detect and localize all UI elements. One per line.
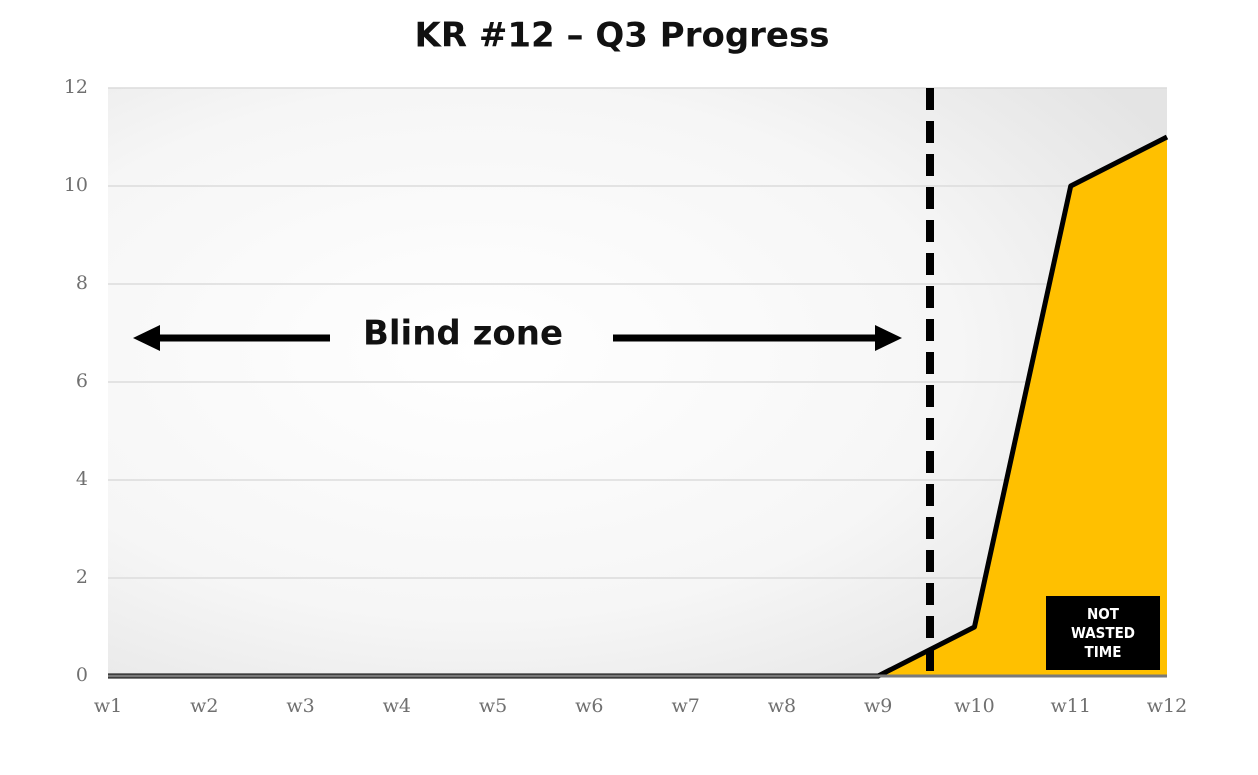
badge: NOT WASTED TIME bbox=[1046, 596, 1160, 670]
left-arrow bbox=[133, 325, 330, 351]
x-tick-label: w9 bbox=[864, 695, 892, 717]
x-tick-label: w11 bbox=[1051, 695, 1091, 717]
x-tick-label: w1 bbox=[94, 695, 122, 717]
zone-label: Blind zone bbox=[363, 314, 563, 354]
y-tick-label: 2 bbox=[76, 566, 88, 588]
y-tick-label: 8 bbox=[76, 272, 88, 294]
x-tick-label: w7 bbox=[671, 695, 699, 717]
y-tick-label: 12 bbox=[64, 76, 88, 98]
x-tick-label: w5 bbox=[479, 695, 507, 717]
x-tick-label: w10 bbox=[954, 695, 994, 717]
y-tick-label: 4 bbox=[76, 468, 88, 490]
y-tick-label: 0 bbox=[76, 664, 88, 686]
x-tick-label: w4 bbox=[383, 695, 411, 717]
y-tick-label: 6 bbox=[76, 370, 88, 392]
x-tick-label: w3 bbox=[286, 695, 314, 717]
x-tick-label: w6 bbox=[575, 695, 603, 717]
chart-title: KR #12 – Q3 Progress bbox=[415, 16, 830, 56]
x-tick-label: w12 bbox=[1147, 695, 1187, 717]
x-tick-label: w2 bbox=[190, 695, 218, 717]
x-tick-label: w8 bbox=[768, 695, 796, 717]
right-arrow bbox=[613, 325, 902, 351]
y-tick-label: 10 bbox=[64, 174, 88, 196]
